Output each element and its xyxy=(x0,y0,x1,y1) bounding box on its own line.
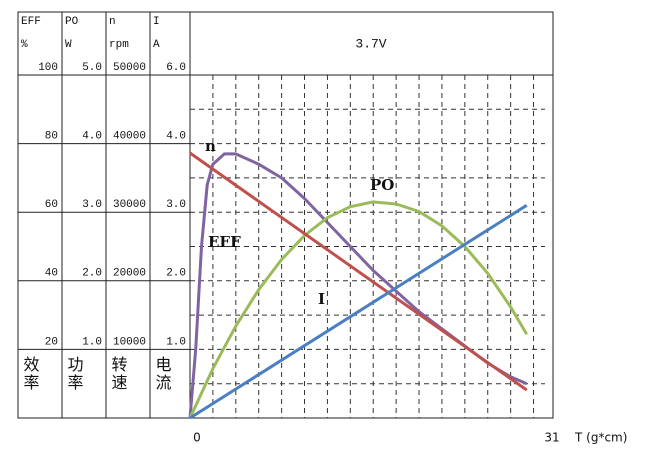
x-tick-label: 31 xyxy=(544,431,559,445)
x-tick-label: 0 xyxy=(193,431,201,445)
scale-label: 4.0 xyxy=(82,131,102,143)
quantity-label: 转速 xyxy=(109,356,128,392)
scale-label: 3.0 xyxy=(82,199,102,211)
scale-label: 20 xyxy=(45,336,58,348)
x-axis-label: T (g*cm) xyxy=(574,431,627,445)
column-header: n xyxy=(109,16,116,28)
column-unit: rpm xyxy=(109,39,129,51)
curve xyxy=(189,204,528,420)
curve-label: EFF xyxy=(208,233,241,251)
scale-label: 1.0 xyxy=(166,336,186,348)
scale-label: 10000 xyxy=(113,336,146,348)
scale-label: 6.0 xyxy=(166,62,186,74)
curve-label: PO xyxy=(370,176,394,194)
scale-label: 40000 xyxy=(113,131,146,143)
scale-label: 5.0 xyxy=(82,62,102,74)
scale-label: 20000 xyxy=(113,268,146,280)
chart-title: 3.7V xyxy=(355,36,386,51)
scale-label: 80 xyxy=(45,131,58,143)
quantity-label: 效率 xyxy=(21,356,40,392)
scale-label: 4.0 xyxy=(166,131,186,143)
column-header: PO xyxy=(65,16,79,28)
column-header: I xyxy=(153,16,160,28)
curve xyxy=(188,200,528,419)
scale-label: 2.0 xyxy=(82,268,102,280)
quantity-label: 电流 xyxy=(153,356,172,392)
scale-label: 30000 xyxy=(113,199,146,211)
curve xyxy=(189,151,528,392)
scale-label: 2.0 xyxy=(166,268,186,280)
scale-label: 100 xyxy=(38,62,58,74)
scale-label: 40 xyxy=(45,268,58,280)
curve-label: I xyxy=(318,290,325,308)
quantity-label: 功率 xyxy=(65,356,84,392)
curve-label: n xyxy=(205,137,216,155)
scale-label: 3.0 xyxy=(166,199,186,211)
column-unit: % xyxy=(21,39,28,51)
scale-label: 60 xyxy=(45,199,58,211)
column-header: EFF xyxy=(21,16,41,28)
column-unit: A xyxy=(153,39,160,51)
scale-label: 1.0 xyxy=(82,336,102,348)
scale-label: 50000 xyxy=(113,62,146,74)
column-unit: W xyxy=(65,39,72,51)
